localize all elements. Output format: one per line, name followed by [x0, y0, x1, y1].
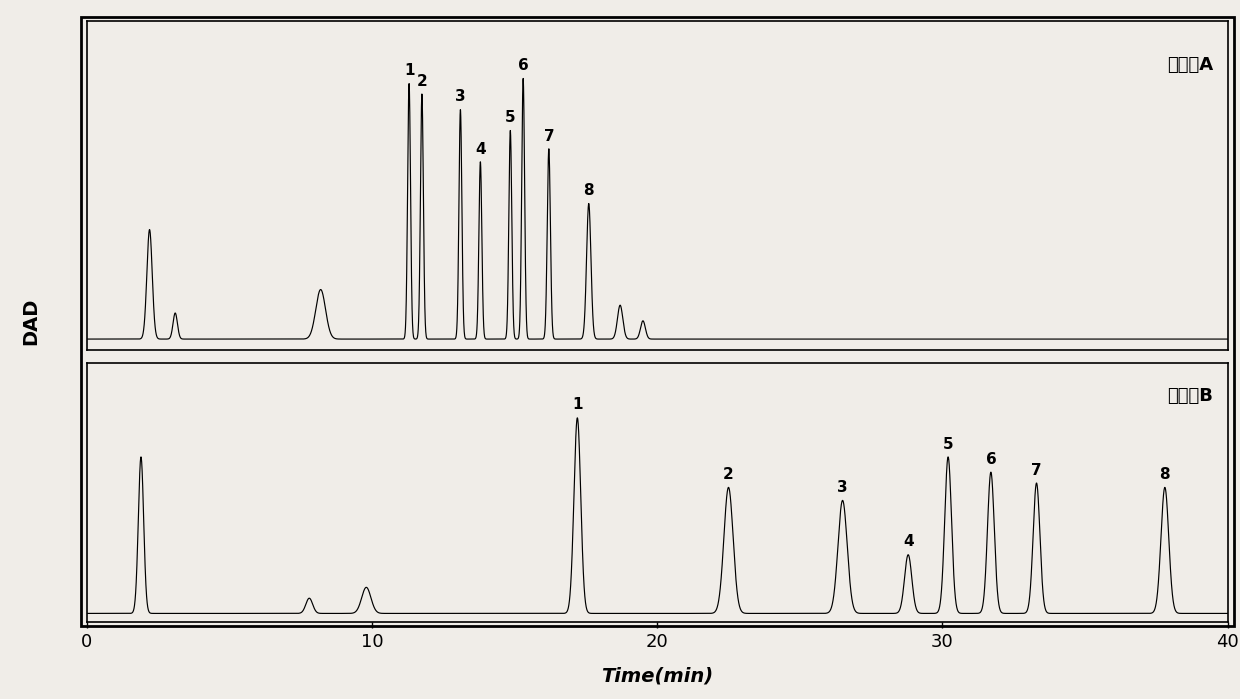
- Text: 1: 1: [404, 64, 414, 78]
- Text: 6: 6: [986, 452, 996, 467]
- Text: 1: 1: [572, 397, 583, 412]
- Text: Time(min): Time(min): [601, 666, 713, 685]
- Text: 3: 3: [837, 480, 848, 495]
- Text: 3: 3: [455, 89, 466, 104]
- Text: 7: 7: [543, 129, 554, 143]
- Text: 7: 7: [1032, 463, 1042, 477]
- Text: DAD: DAD: [21, 298, 41, 345]
- Text: 2: 2: [723, 467, 734, 482]
- Text: 6: 6: [518, 58, 528, 73]
- Text: 色谱柳A: 色谱柳A: [1167, 57, 1213, 74]
- Text: 8: 8: [584, 183, 594, 199]
- Text: 色谱柳B: 色谱柳B: [1168, 387, 1213, 405]
- Text: 2: 2: [417, 74, 428, 89]
- Text: 8: 8: [1159, 467, 1171, 482]
- Text: 5: 5: [505, 110, 516, 125]
- Text: 4: 4: [903, 534, 914, 549]
- Text: 5: 5: [942, 436, 954, 452]
- Text: 4: 4: [475, 142, 486, 157]
